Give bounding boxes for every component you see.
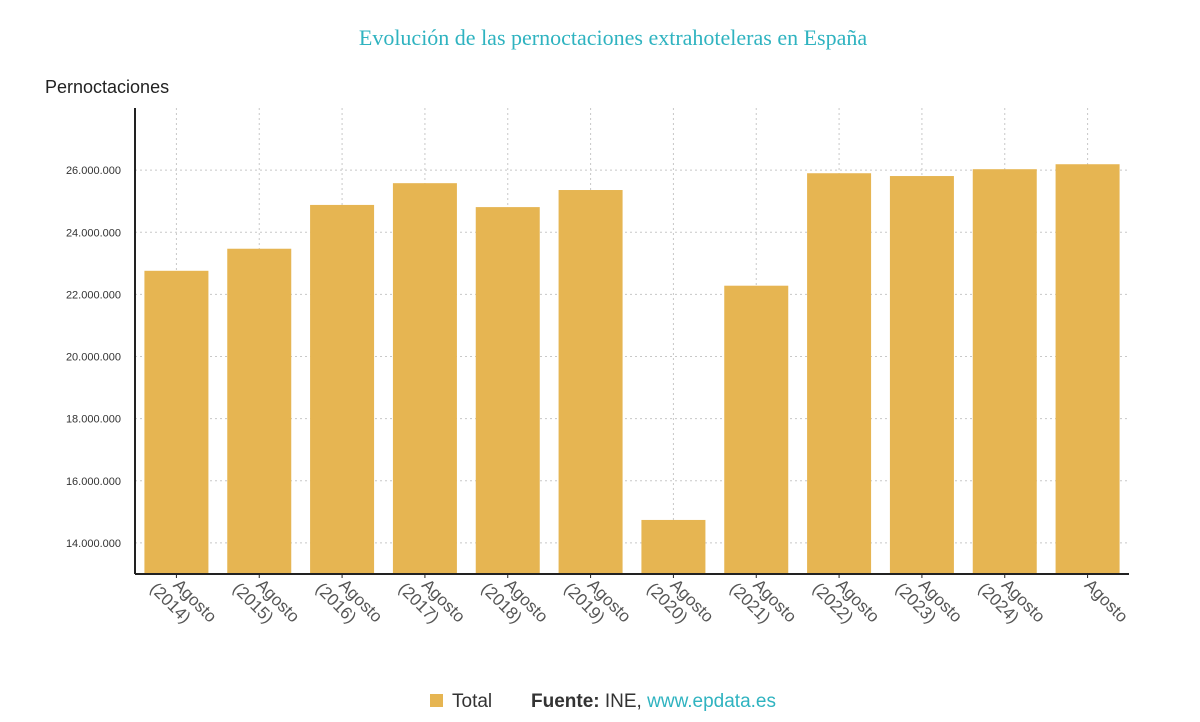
bar	[889, 176, 954, 574]
chart-title: Evolución de las pernoctaciones extrahot…	[359, 25, 867, 50]
bar	[972, 169, 1037, 574]
x-tick-labels: Agosto(2014) Agosto(2015) Agosto(2016) Agos…	[146, 565, 1132, 639]
y-tick-label: 14.000.000	[66, 538, 121, 550]
x-tick-label: Agosto(2021)	[726, 565, 800, 639]
y-tick-labels: 14.000.000 16.000.000 18.000.000 20.000.000…	[66, 165, 121, 550]
y-tick-label: 24.000.000	[66, 227, 121, 239]
bars	[144, 164, 1120, 575]
source-name: INE,	[600, 691, 648, 712]
bar	[392, 183, 457, 574]
x-tick-label: Agosto(2016)	[312, 565, 386, 639]
x-tick-label: Agosto(2023)	[892, 565, 966, 639]
y-tick-label: 26.000.000	[66, 165, 121, 177]
x-tick-label-line: Agosto	[1081, 575, 1132, 626]
y-tick-label: 20.000.000	[66, 352, 121, 364]
x-tick-label: Agosto	[1081, 575, 1132, 626]
y-tick-label: 16.000.000	[66, 476, 121, 488]
bar	[641, 519, 706, 574]
bar	[227, 248, 292, 574]
x-tick-label: Agosto(2015)	[229, 565, 303, 639]
legend: Total Fuente: INE, www.epdata.es	[430, 691, 776, 712]
x-tick-label: Agosto(2014)	[146, 565, 220, 639]
source-text: Fuente: INE, www.epdata.es	[531, 691, 776, 712]
y-tick-label: 22.000.000	[66, 289, 121, 301]
legend-swatch-total	[430, 694, 443, 707]
y-tick-label: 18.000.000	[66, 414, 121, 426]
grid	[135, 108, 1129, 574]
x-tick-label: Agosto(2020)	[643, 565, 717, 639]
bar	[475, 207, 540, 574]
bar	[558, 190, 623, 575]
axes	[134, 108, 1129, 575]
bar	[144, 270, 209, 574]
x-tick-label: Agosto(2022)	[809, 565, 883, 639]
source-link[interactable]: www.epdata.es	[646, 691, 776, 712]
bar	[1055, 164, 1120, 575]
x-tick-label: Agosto(2024)	[975, 565, 1049, 639]
bar	[724, 285, 789, 574]
legend-label-total: Total	[452, 691, 492, 712]
x-tick-label: Agosto(2019)	[560, 565, 634, 639]
bar	[807, 173, 872, 575]
y-axis-label: Pernoctaciones	[45, 77, 169, 97]
x-tick-label: Agosto(2018)	[478, 565, 552, 639]
bar	[310, 204, 375, 575]
x-tick-label: Agosto(2017)	[395, 565, 469, 639]
source-label: Fuente:	[531, 691, 600, 712]
